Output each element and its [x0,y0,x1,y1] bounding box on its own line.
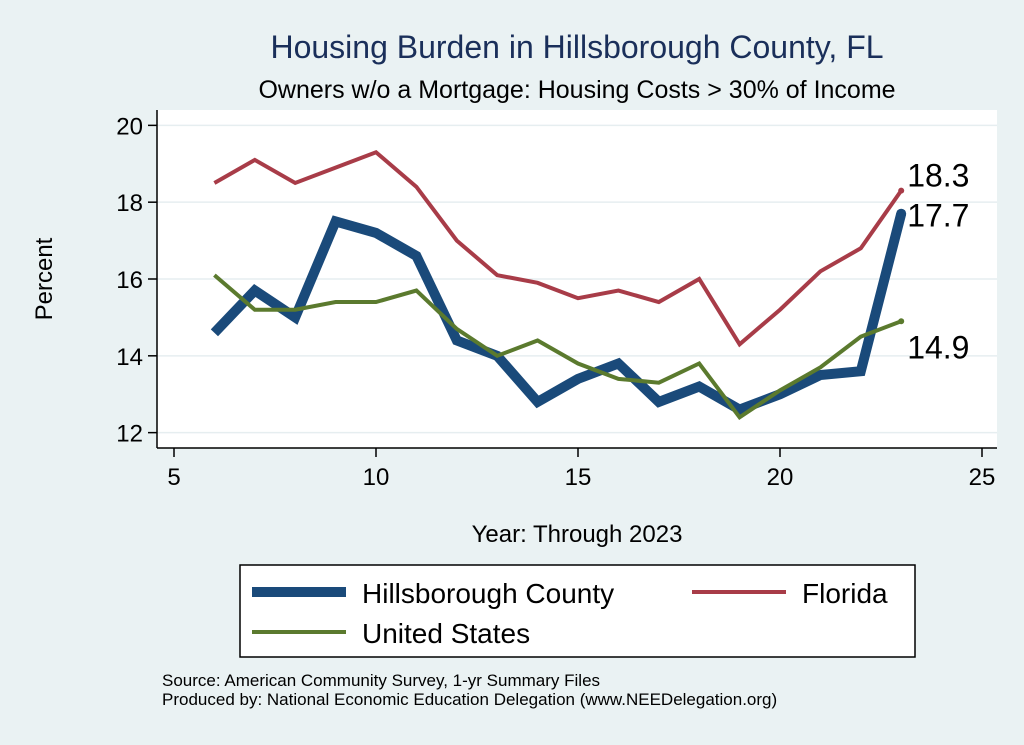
end-labels: 17.7 18.3 14.9 [907,158,969,366]
y-tick-label: 12 [116,421,143,448]
end-label-hillsborough-county: 17.7 [907,198,969,234]
source-note: Source: American Community Survey, 1-yr … [162,671,601,690]
gridlines [157,124,997,434]
y-axis-ticks: 12 14 16 18 20 [116,113,157,448]
x-axis-title: Year: Through 2023 [472,521,683,548]
series-line-hillsborough-county [210,212,907,416]
legend-label-hillsborough: Hillsborough County [362,578,614,609]
x-tick-label: 25 [969,464,996,491]
series-group [210,149,907,420]
legend-label-florida: Florida [802,578,888,609]
producer-note: Produced by: National Economic Education… [162,690,778,709]
y-tick-label: 18 [116,190,143,217]
x-tick-label: 10 [363,464,390,491]
y-tick-label: 14 [116,344,143,371]
legend-box [239,564,916,658]
x-tick-label: 20 [767,464,794,491]
end-point-florida [898,187,905,194]
end-label-united-states: 14.9 [907,329,969,365]
x-axis-ticks: 5 10 15 20 25 [167,448,995,491]
chart-subtitle: Owners w/o a Mortgage: Housing Costs > 3… [258,76,895,104]
end-label-florida: 18.3 [907,158,969,194]
series-line-united-states [213,273,902,420]
series-line-florida [213,149,903,348]
legend-label-united-states: United States [362,618,530,649]
x-tick-label: 15 [565,464,592,491]
legend: Hillsborough County Florida United State… [239,564,916,658]
y-tick-label: 16 [116,267,143,294]
end-point-united-states [898,318,905,325]
end-point-hillsborough-county [896,208,907,219]
chart-title: Housing Burden in Hillsborough County, F… [270,29,883,65]
x-tick-label: 5 [167,464,180,491]
y-tick-label: 20 [116,113,143,140]
y-axis-title: Percent [31,237,58,320]
